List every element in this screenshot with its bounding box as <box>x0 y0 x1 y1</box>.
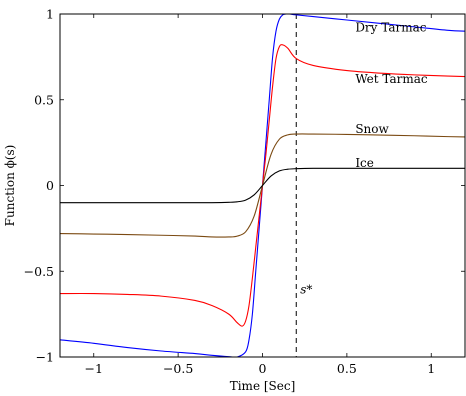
x-tick-label: −1 <box>85 361 103 376</box>
series-layer <box>60 14 465 357</box>
axes-layer <box>59 13 466 358</box>
y-tick-label: −1 <box>36 350 54 365</box>
x-tick-label: 1 <box>427 361 435 376</box>
s-star-label: s* <box>300 283 312 297</box>
y-tick-label: 0.5 <box>34 92 54 107</box>
x-tick-label: −0.5 <box>163 361 193 376</box>
y-tick-label: 1 <box>46 7 54 22</box>
y-axis-label: Function ϕ(s) <box>3 145 17 227</box>
x-tick-label: 0 <box>259 361 267 376</box>
series-label-ice: Ice <box>355 156 374 170</box>
label-layer: −1 −0.5 0 0.5 1 −1 −0.5 0 0.5 1 Time [Sec] Function… <box>3 7 435 394</box>
series-line-ice <box>60 167 465 204</box>
series-label-snow: Snow <box>355 122 389 136</box>
y-tick-label: 0 <box>46 178 54 193</box>
series-line-dry-tarmac <box>60 14 465 357</box>
series-label-wet-tarmac: Wet Tarmac <box>355 72 428 86</box>
y-tick-label: −0.5 <box>24 264 54 279</box>
series-label-dry-tarmac: Dry Tarmac <box>355 21 426 35</box>
x-tick-label: 0.5 <box>337 361 357 376</box>
x-axis-label: Time [Sec] <box>230 379 296 393</box>
